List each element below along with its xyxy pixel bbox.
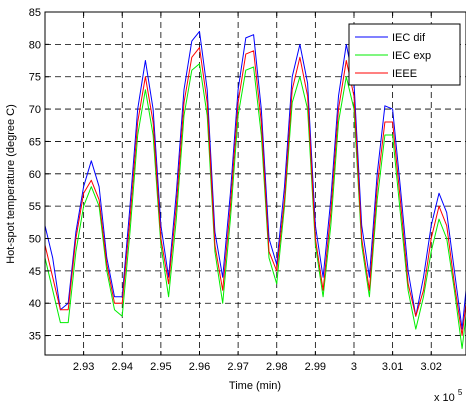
- y-tick-label: 80: [29, 39, 41, 51]
- legend-label: IEC dif: [392, 32, 426, 44]
- y-tick-label: 50: [29, 234, 41, 246]
- x-tick-label: 2.94: [112, 361, 133, 373]
- y-tick-label: 45: [29, 266, 41, 278]
- x-axis-ticks: 2.93 2.94 2.95 2.96 2.97 2.98 2.99 3 3.01 3.02: [73, 12, 442, 373]
- y-tick-label: 35: [29, 331, 41, 343]
- plot-frame: [44, 11, 466, 356]
- x-tick-label: 2.99: [305, 361, 326, 373]
- x-tick-label: 2.97: [227, 361, 248, 373]
- x-axis-multiplier-base: x 10: [434, 392, 455, 404]
- x-tick-label: 3.02: [421, 361, 442, 373]
- x-tick-label: 2.96: [189, 361, 210, 373]
- y-tick-label: 40: [29, 298, 41, 310]
- x-tick-label: 2.95: [150, 361, 171, 373]
- legend: IEC dif IEC exp IEEE: [348, 23, 461, 86]
- x-tick-label: 3: [351, 361, 357, 373]
- x-tick-label: 2.98: [266, 361, 287, 373]
- x-axis-multiplier: x 10 5: [434, 388, 463, 404]
- series-group: [44, 30, 466, 349]
- y-tick-label: 60: [29, 169, 41, 181]
- x-tick-label: 3.01: [382, 361, 403, 373]
- x-axis-label: Time (min): [229, 380, 281, 392]
- y-tick-label: 85: [29, 7, 41, 19]
- y-tick-label: 55: [29, 201, 41, 213]
- y-axis-label: Hot-spot temperature (degree C): [5, 104, 17, 264]
- series-line-iec-dif: [44, 30, 466, 330]
- legend-label: IEC exp: [392, 50, 431, 62]
- legend-label: IEEE: [392, 68, 417, 80]
- series-line-ieee: [44, 47, 466, 337]
- y-tick-label: 70: [29, 104, 41, 116]
- series-line-iec-exp: [44, 63, 466, 349]
- y-tick-label: 65: [29, 136, 41, 148]
- x-tick-label: 2.93: [73, 361, 94, 373]
- y-tick-label: 75: [29, 72, 41, 84]
- y-axis-ticks: 35 40 45 50 55 60 65 70 75 80 85: [29, 7, 49, 343]
- x-axis-multiplier-exponent: 5: [458, 388, 463, 397]
